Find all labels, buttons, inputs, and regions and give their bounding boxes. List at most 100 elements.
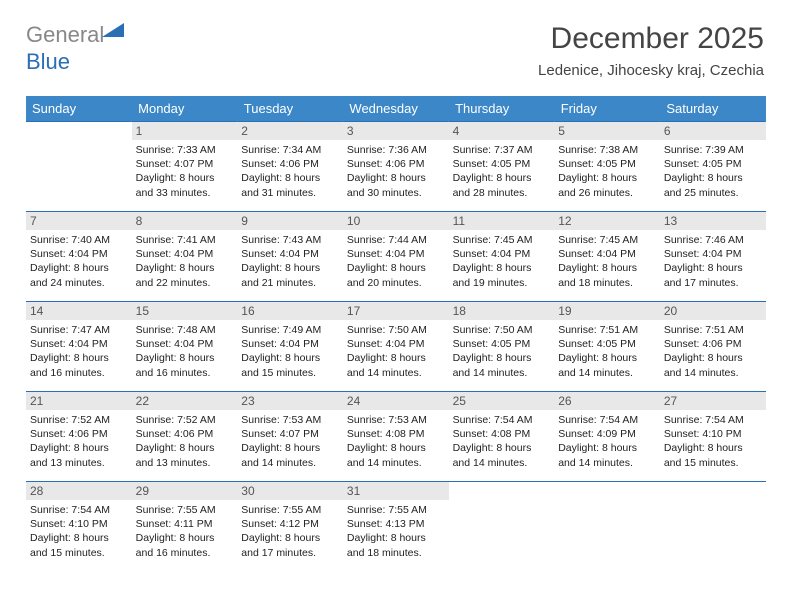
day-number: 11 [449,212,555,230]
calendar-day-cell: 21 Sunrise: 7:52 AMSunset: 4:06 PMDayligh… [26,392,132,482]
day-info: Sunrise: 7:41 AMSunset: 4:04 PMDaylight:… [136,233,234,290]
calendar-empty-cell [449,482,555,572]
calendar-week-row: 7 Sunrise: 7:40 AMSunset: 4:04 PMDaylight… [26,212,766,302]
weekday-header: Wednesday [343,96,449,122]
day-info: Sunrise: 7:52 AMSunset: 4:06 PMDaylight:… [136,413,234,470]
day-number: 5 [554,122,660,140]
day-info: Sunrise: 7:54 AMSunset: 4:10 PMDaylight:… [664,413,762,470]
day-number: 14 [26,302,132,320]
calendar-day-cell: 14 Sunrise: 7:47 AMSunset: 4:04 PMDayligh… [26,302,132,392]
calendar-day-cell: 30 Sunrise: 7:55 AMSunset: 4:12 PMDayligh… [237,482,343,572]
weekday-header: Tuesday [237,96,343,122]
calendar-day-cell: 20Sunrise: 7:51 AMSunset: 4:06 PMDayligh… [660,302,766,392]
day-number: 12 [554,212,660,230]
day-number: 18 [449,302,555,320]
brand-logo: General Blue [26,22,124,75]
day-info: Sunrise: 7:46 AMSunset: 4:04 PMDaylight:… [664,233,762,290]
calendar-day-cell: 2Sunrise: 7:34 AMSunset: 4:06 PMDaylight… [237,122,343,212]
day-info: Sunrise: 7:51 AMSunset: 4:05 PMDaylight:… [558,323,656,380]
weekday-header: Thursday [449,96,555,122]
day-number: 13 [660,212,766,230]
day-info: Sunrise: 7:39 AMSunset: 4:05 PMDaylight:… [664,143,762,200]
day-info: Sunrise: 7:40 AMSunset: 4:04 PMDaylight:… [30,233,128,290]
calendar-day-cell: 10Sunrise: 7:44 AMSunset: 4:04 PMDayligh… [343,212,449,302]
day-number: 19 [554,302,660,320]
day-number: 1 [132,122,238,140]
day-number: 26 [554,392,660,410]
day-number: 24 [343,392,449,410]
day-number: 6 [660,122,766,140]
calendar-empty-cell [660,482,766,572]
calendar-day-cell: 26 Sunrise: 7:54 AMSunset: 4:09 PMDayligh… [554,392,660,482]
day-info: Sunrise: 7:51 AMSunset: 4:06 PMDaylight:… [664,323,762,380]
day-number: 30 [237,482,343,500]
day-number: 4 [449,122,555,140]
day-number: 21 [26,392,132,410]
day-info: Sunrise: 7:44 AMSunset: 4:04 PMDaylight:… [347,233,445,290]
weekday-header: Saturday [660,96,766,122]
brand-part1: General [26,22,104,47]
day-number: 22 [132,392,238,410]
calendar-day-cell: 7 Sunrise: 7:40 AMSunset: 4:04 PMDaylight… [26,212,132,302]
calendar-week-row: 28Sunrise: 7:54 AMSunset: 4:10 PMDayligh… [26,482,766,572]
day-number: 31 [343,482,449,500]
calendar-day-cell: 31 Sunrise: 7:55 AMSunset: 4:13 PMDayligh… [343,482,449,572]
day-info: Sunrise: 7:50 AMSunset: 4:04 PMDaylight:… [347,323,445,380]
day-number: 16 [237,302,343,320]
day-info: Sunrise: 7:47 AMSunset: 4:04 PMDaylight:… [30,323,128,380]
calendar-day-cell: 5Sunrise: 7:38 AMSunset: 4:05 PMDaylight… [554,122,660,212]
calendar-day-cell: 22 Sunrise: 7:52 AMSunset: 4:06 PMDayligh… [132,392,238,482]
day-number: 25 [449,392,555,410]
day-info: Sunrise: 7:55 AMSunset: 4:11 PMDaylight:… [136,503,234,560]
day-info: Sunrise: 7:45 AMSunset: 4:04 PMDaylight:… [558,233,656,290]
calendar-week-row: 21Sunrise: 7:52 AMSunset: 4:06 PMDayligh… [26,392,766,482]
calendar-empty-cell [554,482,660,572]
calendar-day-cell: 3 Sunrise: 7:36 AMSunset: 4:06 PMDaylight… [343,122,449,212]
day-info: Sunrise: 7:53 AMSunset: 4:08 PMDaylight:… [347,413,445,470]
calendar-week-row: 14 Sunrise: 7:47 AMSunset: 4:04 PMDayligh… [26,302,766,392]
calendar-day-cell: 11 Sunrise: 7:45 AMSunset: 4:04 PMDayligh… [449,212,555,302]
day-info: Sunrise: 7:50 AMSunset: 4:05 PMDaylight:… [453,323,551,380]
weekday-header: Sunday [26,96,132,122]
calendar-day-cell: 23Sunrise: 7:53 AMSunset: 4:07 PMDayligh… [237,392,343,482]
calendar-day-cell: 18 Sunrise: 7:50 AMSunset: 4:05 PMDayligh… [449,302,555,392]
day-info: Sunrise: 7:54 AMSunset: 4:10 PMDaylight:… [30,503,128,560]
day-number: 9 [237,212,343,230]
day-info: Sunrise: 7:53 AMSunset: 4:07 PMDaylight:… [241,413,339,470]
calendar-day-cell: 24 Sunrise: 7:53 AMSunset: 4:08 PMDayligh… [343,392,449,482]
calendar-week-row: 1Sunrise: 7:33 AMSunset: 4:07 PMDaylight… [26,122,766,212]
weekday-header: Friday [554,96,660,122]
day-number: 27 [660,392,766,410]
day-info: Sunrise: 7:43 AMSunset: 4:04 PMDaylight:… [241,233,339,290]
calendar-day-cell: 19 Sunrise: 7:51 AMSunset: 4:05 PMDayligh… [554,302,660,392]
page-title: December 2025 [538,22,764,56]
calendar-day-cell: 6 Sunrise: 7:39 AMSunset: 4:05 PMDaylight… [660,122,766,212]
calendar-day-cell: 1Sunrise: 7:33 AMSunset: 4:07 PMDaylight… [132,122,238,212]
day-info: Sunrise: 7:45 AMSunset: 4:04 PMDaylight:… [453,233,551,290]
day-number: 8 [132,212,238,230]
calendar-day-cell: 4Sunrise: 7:37 AMSunset: 4:05 PMDaylight… [449,122,555,212]
calendar-day-cell: 28Sunrise: 7:54 AMSunset: 4:10 PMDayligh… [26,482,132,572]
day-info: Sunrise: 7:49 AMSunset: 4:04 PMDaylight:… [241,323,339,380]
day-number: 2 [237,122,343,140]
day-number: 29 [132,482,238,500]
calendar-day-cell: 29 Sunrise: 7:55 AMSunset: 4:11 PMDayligh… [132,482,238,572]
calendar-day-cell: 17Sunrise: 7:50 AMSunset: 4:04 PMDayligh… [343,302,449,392]
calendar-day-cell: 27 Sunrise: 7:54 AMSunset: 4:10 PMDayligh… [660,392,766,482]
calendar-empty-cell [26,122,132,212]
day-number: 3 [343,122,449,140]
day-number: 15 [132,302,238,320]
page-header: December 2025 Ledenice, Jihocesky kraj, … [538,22,764,79]
day-info: Sunrise: 7:52 AMSunset: 4:06 PMDaylight:… [30,413,128,470]
weekday-header-row: SundayMondayTuesdayWednesdayThursdayFrid… [26,96,766,122]
calendar-day-cell: 16 Sunrise: 7:49 AMSunset: 4:04 PMDayligh… [237,302,343,392]
location-text: Ledenice, Jihocesky kraj, Czechia [538,62,764,79]
calendar-day-cell: 9 Sunrise: 7:43 AMSunset: 4:04 PMDaylight… [237,212,343,302]
day-info: Sunrise: 7:54 AMSunset: 4:09 PMDaylight:… [558,413,656,470]
day-info: Sunrise: 7:55 AMSunset: 4:13 PMDaylight:… [347,503,445,560]
calendar-day-cell: 8 Sunrise: 7:41 AMSunset: 4:04 PMDaylight… [132,212,238,302]
calendar-day-cell: 25Sunrise: 7:54 AMSunset: 4:08 PMDayligh… [449,392,555,482]
day-info: Sunrise: 7:36 AMSunset: 4:06 PMDaylight:… [347,143,445,200]
day-number: 7 [26,212,132,230]
day-info: Sunrise: 7:55 AMSunset: 4:12 PMDaylight:… [241,503,339,560]
